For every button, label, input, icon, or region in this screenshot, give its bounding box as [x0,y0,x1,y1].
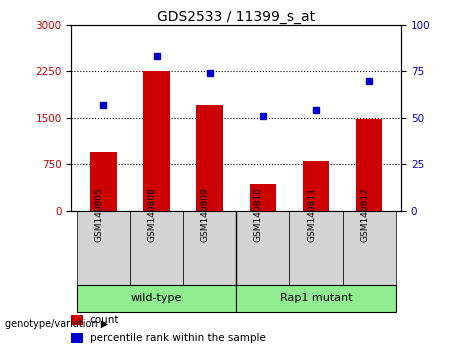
Text: GSM140805: GSM140805 [95,187,103,242]
Bar [143,71,170,211]
Bar [303,161,329,211]
Bar [71,333,83,343]
Bar [236,285,396,312]
Bar [90,152,117,211]
Text: GSM140812: GSM140812 [360,187,369,242]
Text: GSM140808: GSM140808 [148,187,157,242]
Text: GSM140810: GSM140810 [254,187,263,242]
Bar [236,211,290,285]
Bar [183,211,236,285]
Bar [77,285,236,312]
Text: Rap1 mutant: Rap1 mutant [280,293,352,303]
Bar [196,105,223,211]
Bar [77,211,130,285]
Text: count: count [89,315,119,325]
Title: GDS2533 / 11399_s_at: GDS2533 / 11399_s_at [157,10,315,24]
Bar [290,211,343,285]
Text: genotype/variation ▶: genotype/variation ▶ [5,319,108,329]
Bar [356,119,383,211]
Text: wild-type: wild-type [131,293,182,303]
Text: GSM140811: GSM140811 [307,187,316,242]
Bar [343,211,396,285]
Bar [249,184,276,211]
Text: GSM140809: GSM140809 [201,187,210,242]
Text: percentile rank within the sample: percentile rank within the sample [89,333,266,343]
Bar [71,315,83,325]
Bar [130,211,183,285]
